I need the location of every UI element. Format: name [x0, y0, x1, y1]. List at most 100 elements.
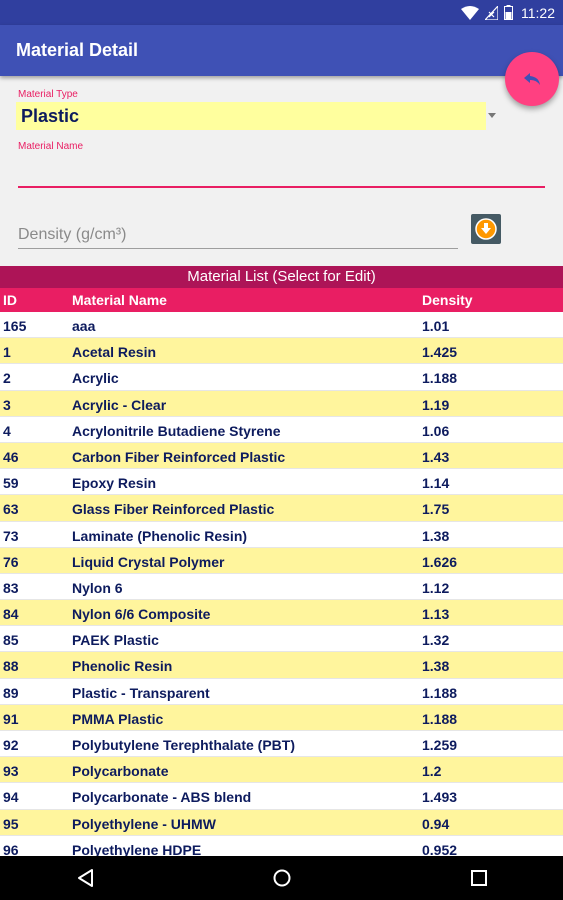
table-row[interactable]: 96 Polyethylene HDPE 0.952: [0, 835, 563, 856]
row-id: 96: [3, 841, 19, 856]
table-row[interactable]: 59 Epoxy Resin 1.14: [0, 469, 563, 496]
row-material-name: Polycarbonate: [72, 763, 169, 780]
row-id: 1: [3, 344, 11, 361]
back-icon[interactable]: [76, 868, 96, 888]
row-id: 46: [3, 448, 19, 465]
row-density: 1.19: [422, 396, 450, 413]
row-id: 165: [3, 318, 27, 334]
row-id: 85: [3, 632, 19, 649]
table-row[interactable]: 95 Polyethylene - UHMW 0.94: [0, 809, 563, 836]
row-density: 1.425: [422, 344, 458, 361]
table-row[interactable]: 3 Acrylic - Clear 1.19: [0, 390, 563, 417]
row-material-name: Polybutylene Terephthalate (PBT): [72, 737, 295, 753]
row-material-name: Nylon 6: [72, 579, 123, 596]
page-title: Material Detail: [16, 40, 139, 60]
download-circle-icon: [475, 218, 497, 240]
row-material-name: Phenolic Resin: [72, 658, 173, 675]
table-row[interactable]: 84 Nylon 6/6 Composite 1.13: [0, 600, 563, 627]
row-density: 1.626: [422, 553, 458, 570]
row-id: 83: [3, 579, 19, 596]
row-density: 1.2: [422, 763, 442, 780]
table-row[interactable]: 76 Liquid Crystal Polymer 1.626: [0, 547, 563, 574]
save-button[interactable]: [471, 214, 501, 244]
row-material-name: Polyethylene - UHMW: [72, 815, 216, 832]
row-material-name: Acrylonitrile Butadiene Styrene: [72, 422, 281, 439]
table-row[interactable]: 94 Polycarbonate - ABS blend 1.493: [0, 783, 563, 810]
material-name-label: Material Name: [18, 141, 84, 152]
column-header-id[interactable]: ID: [3, 292, 17, 308]
table-row[interactable]: 1 Acetal Resin 1.425: [0, 338, 563, 365]
list-title: Material List (Select for Edit): [0, 266, 563, 288]
density-input[interactable]: [18, 222, 458, 249]
undo-icon: [524, 73, 540, 85]
status-time: 11:22: [521, 4, 555, 21]
material-type-label: Material Type: [18, 89, 78, 100]
row-density: 0.952: [422, 841, 458, 856]
row-material-name: Polycarbonate - ABS blend: [72, 789, 252, 806]
row-density: 1.14: [422, 475, 450, 492]
column-header-density[interactable]: Density: [422, 292, 473, 308]
row-material-name: Liquid Crystal Polymer: [72, 553, 225, 570]
row-id: 2: [3, 370, 11, 387]
row-id: 92: [3, 737, 19, 753]
row-id: 89: [3, 684, 19, 701]
table-row[interactable]: 93 Polycarbonate 1.2: [0, 757, 563, 784]
row-density: 1.38: [422, 658, 450, 675]
row-material-name: PAEK Plastic: [72, 632, 159, 649]
home-icon[interactable]: [272, 868, 292, 888]
list-header: ID Material Name Density: [0, 288, 563, 312]
row-density: 1.188: [422, 370, 458, 387]
table-row[interactable]: 73 Laminate (Phenolic Resin) 1.38: [0, 521, 563, 548]
row-material-name: Acrylic: [72, 370, 119, 387]
dropdown-arrow-icon[interactable]: [488, 113, 496, 118]
row-density: 1.06: [422, 422, 450, 439]
row-density: 1.259: [422, 737, 458, 753]
table-row[interactable]: 4 Acrylonitrile Butadiene Styrene 1.06: [0, 416, 563, 443]
undo-button[interactable]: [505, 52, 559, 106]
row-id: 84: [3, 606, 19, 623]
row-density: 1.43: [422, 448, 450, 465]
table-row[interactable]: 92 Polybutylene Terephthalate (PBT) 1.259: [0, 731, 563, 758]
table-row[interactable]: 83 Nylon 6 1.12: [0, 573, 563, 601]
row-id: 59: [3, 475, 19, 492]
no-signal-icon: [485, 5, 498, 20]
row-material-name: Carbon Fiber Reinforced Plastic: [72, 448, 286, 465]
column-header-name[interactable]: Material Name: [72, 292, 167, 308]
row-material-name: Acrylic - Clear: [72, 396, 167, 413]
row-density: 1.493: [422, 789, 458, 806]
row-material-name: PMMA Plastic: [72, 710, 164, 727]
row-material-name: Plastic - Transparent: [72, 684, 210, 701]
material-name-input[interactable]: [18, 158, 545, 188]
row-material-name: Epoxy Resin: [72, 475, 157, 492]
row-id: 93: [3, 763, 19, 780]
row-density: 1.188: [422, 710, 458, 727]
row-material-name: Laminate (Phenolic Resin): [72, 527, 248, 544]
row-id: 95: [3, 815, 19, 832]
row-id: 3: [3, 396, 11, 413]
navigation-bar: [0, 856, 563, 900]
row-material-name: aaa: [72, 318, 96, 334]
table-row[interactable]: 89 Plastic - Transparent 1.188: [0, 678, 563, 705]
recents-icon[interactable]: [470, 869, 488, 887]
row-id: 94: [3, 789, 19, 806]
table-row[interactable]: 46 Carbon Fiber Reinforced Plastic 1.43: [0, 442, 563, 470]
row-material-name: Glass Fiber Reinforced Plastic: [72, 501, 275, 518]
row-density: 1.13: [422, 606, 450, 623]
row-material-name: Polyethylene HDPE: [72, 841, 202, 856]
material-type-value: Plastic: [21, 106, 80, 126]
table-row[interactable]: 165 aaa 1.01: [0, 312, 563, 339]
table-row[interactable]: 91 PMMA Plastic 1.188: [0, 704, 563, 731]
material-type-select[interactable]: Plastic: [16, 102, 486, 130]
row-density: 0.94: [422, 815, 450, 832]
row-id: 88: [3, 658, 19, 675]
table-row[interactable]: 2 Acrylic 1.188: [0, 364, 563, 391]
table-row[interactable]: 88 Phenolic Resin 1.38: [0, 652, 563, 679]
table-row[interactable]: 63 Glass Fiber Reinforced Plastic 1.75: [0, 495, 563, 522]
status-icons: 11:22: [461, 4, 555, 21]
row-density: 1.01: [422, 318, 450, 334]
row-id: 91: [3, 710, 19, 727]
row-density: 1.32: [422, 632, 450, 649]
app-bar: Material Detail: [0, 25, 563, 76]
battery-icon: [504, 5, 513, 20]
table-row[interactable]: 85 PAEK Plastic 1.32: [0, 626, 563, 653]
